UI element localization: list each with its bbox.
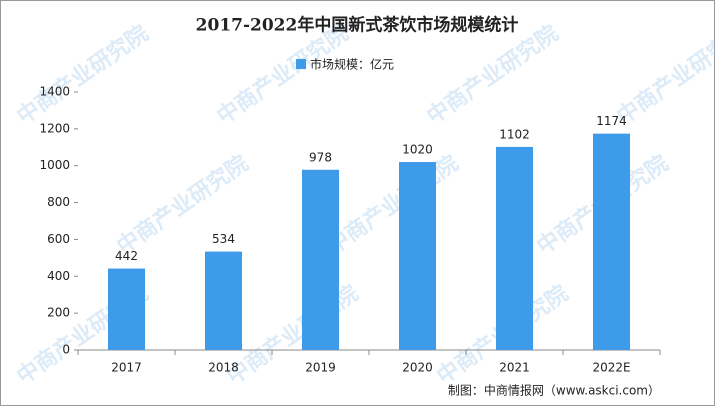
y-tick-label: 800 bbox=[47, 195, 70, 209]
value-label: 978 bbox=[309, 150, 332, 164]
x-tick-label: 2022E bbox=[592, 361, 630, 375]
bar bbox=[399, 162, 436, 350]
x-tick-label: 2021 bbox=[499, 361, 530, 375]
x-tick-label: 2020 bbox=[402, 361, 433, 375]
y-tick-label: 0 bbox=[62, 343, 70, 357]
value-label: 1174 bbox=[596, 114, 627, 128]
value-label: 442 bbox=[115, 249, 138, 263]
value-label: 534 bbox=[212, 232, 235, 246]
chart-title: 2017-2022年中国新式茶饮市场规模统计 bbox=[196, 15, 519, 36]
bar bbox=[302, 169, 339, 350]
bar bbox=[593, 133, 630, 350]
legend-swatch bbox=[296, 59, 306, 69]
bar bbox=[108, 268, 145, 350]
x-tick-label: 2017 bbox=[111, 361, 142, 375]
y-tick-label: 600 bbox=[47, 232, 70, 246]
bar bbox=[205, 251, 242, 350]
y-tick-label: 400 bbox=[47, 269, 70, 283]
legend-label: 市场规模：亿元 bbox=[310, 57, 394, 72]
x-tick-label: 2019 bbox=[305, 361, 336, 375]
bar bbox=[496, 146, 533, 350]
y-tick-label: 200 bbox=[47, 306, 70, 320]
source-note: 制图：中商情报网（www.askci.com） bbox=[448, 383, 660, 398]
y-tick-label: 1200 bbox=[39, 121, 70, 135]
y-tick-label: 1400 bbox=[39, 85, 70, 99]
value-label: 1020 bbox=[402, 143, 433, 157]
value-label: 1102 bbox=[499, 127, 530, 141]
x-tick-label: 2018 bbox=[208, 361, 239, 375]
y-tick-label: 1000 bbox=[39, 158, 70, 172]
